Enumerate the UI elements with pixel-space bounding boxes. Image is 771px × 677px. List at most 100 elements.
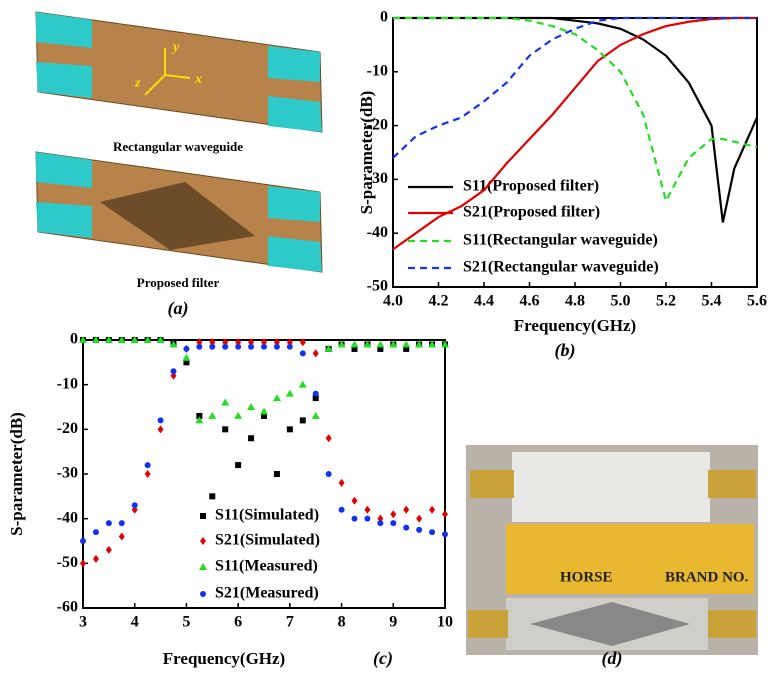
y-tick-label: -60 (57, 599, 78, 616)
marker (119, 520, 125, 526)
figure: y z x Rectangular waveguide Proposed fil… (0, 0, 771, 672)
marker (93, 529, 99, 535)
marker (416, 527, 422, 533)
marker (377, 520, 383, 526)
marker (364, 506, 370, 514)
marker (200, 513, 206, 519)
port (36, 62, 92, 98)
caption: Proposed filter (137, 275, 220, 290)
marker (158, 425, 164, 433)
x-axis-label: Frequency(GHz) (514, 316, 636, 335)
panel-label: (c) (373, 648, 393, 669)
marker (93, 555, 99, 563)
marker (80, 559, 86, 567)
connector (708, 610, 756, 638)
marker (234, 412, 242, 419)
marker (390, 520, 396, 526)
marker (326, 471, 332, 477)
port (268, 96, 322, 132)
marker (352, 497, 358, 505)
marker (403, 525, 409, 531)
marker (287, 344, 293, 350)
marker (390, 510, 396, 518)
marker (364, 516, 370, 522)
axis-name: y (171, 40, 180, 55)
marker (222, 426, 228, 432)
y-tick-label: -30 (57, 465, 78, 482)
x-tick-label: 4 (131, 614, 139, 631)
marker (429, 506, 435, 514)
connector (708, 470, 756, 498)
x-tick-label: 5.6 (747, 293, 767, 310)
marker (312, 412, 320, 419)
marker (119, 533, 125, 541)
x-tick-label: 4.4 (474, 293, 494, 310)
y-tick-label: -20 (57, 420, 78, 437)
marker (442, 531, 448, 537)
x-tick-label: 6 (234, 614, 242, 631)
panel-d: HORSE BRAND NO. (d) (466, 445, 758, 669)
marker (429, 529, 435, 535)
marker (376, 340, 384, 347)
panel-label: (b) (555, 340, 576, 361)
marker (183, 346, 189, 352)
marker (286, 390, 294, 397)
legend-label: S21(Simulated) (215, 532, 320, 549)
marker (260, 407, 268, 414)
y-tick-label: -50 (57, 554, 78, 571)
x-tick-label: 8 (338, 614, 346, 631)
marker (106, 520, 112, 526)
marker (196, 344, 202, 350)
port (36, 202, 92, 238)
port (36, 12, 92, 48)
marker (416, 515, 422, 523)
marker (300, 350, 306, 356)
axis-name: x (194, 72, 202, 87)
marker (274, 344, 280, 350)
ruler-text: HORSE (560, 569, 613, 585)
marker (299, 381, 307, 388)
marker (221, 399, 229, 406)
y-tick-label: -40 (367, 224, 388, 241)
port (268, 186, 320, 222)
x-tick-label: 4.8 (565, 293, 585, 310)
legend-label: S11(Proposed filter) (463, 178, 599, 195)
marker (182, 354, 190, 361)
caption: Rectangular waveguide (113, 139, 243, 154)
marker (158, 417, 164, 423)
x-tick-label: 3 (79, 614, 87, 631)
axis-name: z (134, 76, 141, 91)
marker (403, 506, 409, 514)
legend-label: S21(Proposed filter) (463, 204, 600, 221)
marker (171, 368, 177, 374)
marker (339, 507, 345, 513)
x-tick-label: 5 (182, 614, 190, 631)
board (512, 452, 710, 522)
y-axis-label: S-parameter(dB) (7, 412, 26, 536)
marker (313, 391, 319, 397)
x-tick-label: 10 (437, 614, 453, 631)
marker (351, 340, 359, 347)
marker (326, 434, 332, 442)
connector (468, 610, 508, 638)
port (268, 46, 320, 82)
port (36, 152, 92, 188)
ruler-text: BRAND NO. (665, 569, 749, 585)
marker (248, 435, 254, 441)
panel-a: y z x Rectangular waveguide Proposed fil… (36, 12, 322, 319)
marker (300, 417, 306, 423)
legend-label: S11(Measured) (215, 558, 318, 575)
panel-label: (a) (168, 298, 189, 319)
x-tick-label: 4.2 (429, 293, 449, 310)
x-tick-label: 4.6 (520, 293, 540, 310)
marker (208, 412, 216, 419)
marker (247, 403, 255, 410)
marker (209, 344, 215, 350)
marker (235, 344, 241, 350)
marker (313, 349, 319, 357)
marker (145, 462, 151, 468)
y-tick-label: -40 (57, 509, 78, 526)
legend-label: S21(Measured) (215, 585, 319, 602)
legend-label: S11(Rectangular waveguide) (463, 232, 658, 249)
y-tick-label: 0 (70, 331, 78, 348)
